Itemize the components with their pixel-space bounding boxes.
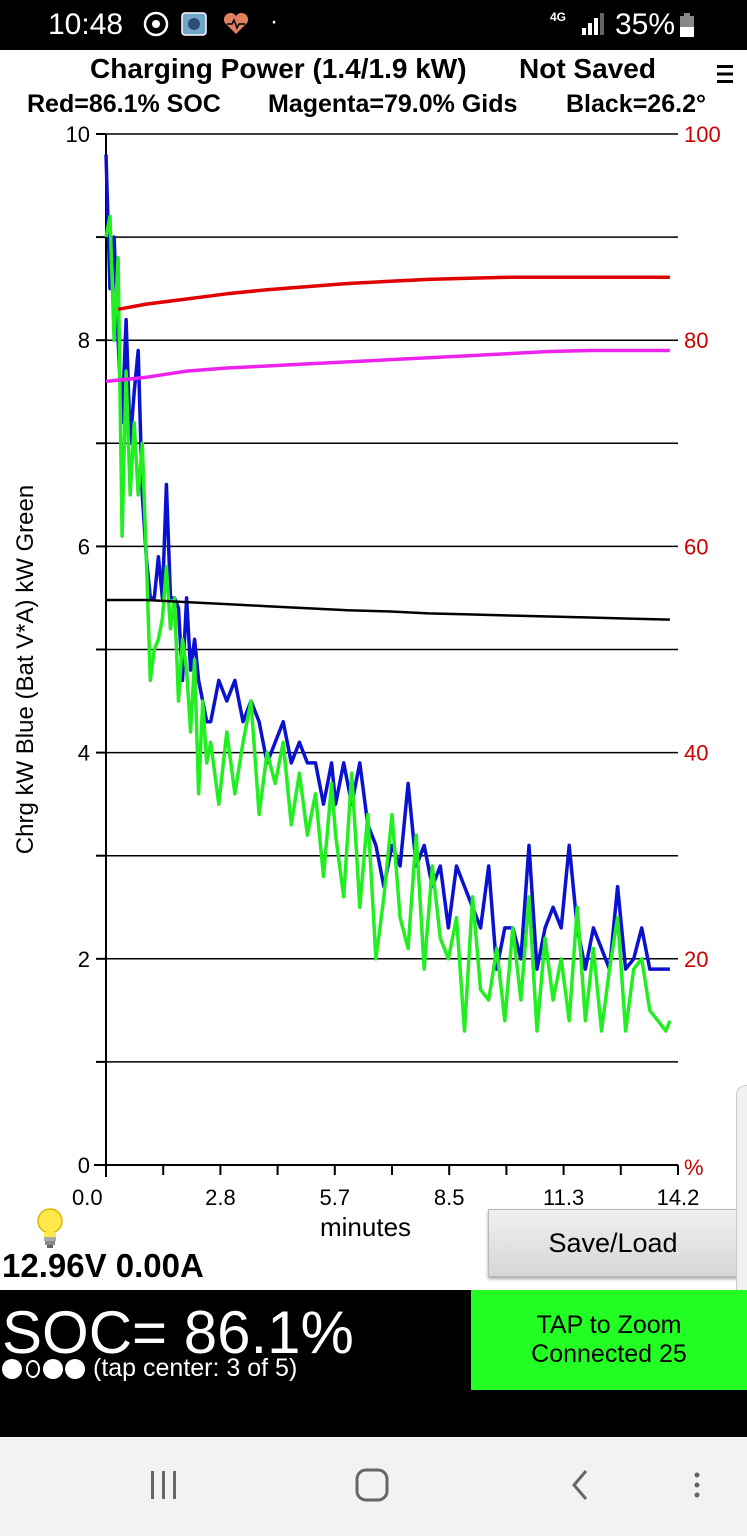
y-right-tick-label: 100 [684, 124, 721, 147]
axis-labels: 0 2 4 6 8 10 20 40 60 80 100% 0.0 2.8 5.7 8.5 11.3 14.2 C… [12, 124, 721, 1210]
dot-hollow [26, 1359, 40, 1378]
x-tick-label: 5.7 [320, 1185, 351, 1210]
legend-black: Black=26.2° [566, 90, 706, 118]
legend-magenta: Magenta=79.0% Gids [268, 90, 518, 118]
save-status: Not Saved [519, 53, 656, 84]
soc-readout: SOC= 86.1% [2, 1299, 354, 1366]
series-line-red [117, 275, 670, 312]
signal-icon [582, 13, 604, 35]
connection-label: Connected 25 [531, 1340, 687, 1368]
y-left-axis-title: Chrg kW Blue (Bat V*A) kW Green [12, 485, 39, 854]
battery-icon [680, 13, 694, 37]
heart-status-icon [223, 12, 249, 34]
notification-dot-icon: · [270, 8, 278, 35]
chart-header: Charging Power (1.4/1.9 kW) Not Saved [0, 53, 747, 91]
save-load-button[interactable]: Save/Load [488, 1209, 738, 1277]
y-left-tick-label: 4 [78, 741, 90, 766]
soc-panel[interactable]: SOC= 86.1% (tap center: 3 of 5) TAP to Z… [0, 1290, 747, 1437]
y-right-tick-label: 80 [684, 328, 708, 353]
voltage-current-readout: 12.96V 0.00A [2, 1247, 204, 1284]
y-left-tick-label: 6 [78, 534, 90, 559]
legend: Red=86.1% SOC Magenta=79.0% Gids Black=2… [0, 90, 747, 124]
recent-apps-icon[interactable] [146, 1467, 182, 1503]
settings-status-icon [143, 11, 169, 37]
chart-title: Charging Power (1.4/1.9 kW) [90, 53, 467, 84]
series-line-black [106, 598, 670, 621]
battery-percent: 35% [615, 8, 676, 41]
y-left-tick-label: 8 [78, 328, 90, 353]
home-icon[interactable] [354, 1467, 390, 1503]
y-left-tick-label: 0 [78, 1153, 90, 1178]
tap-to-zoom-button[interactable]: TAP to Zoom Connected 25 [471, 1290, 747, 1390]
dot-filled [43, 1358, 63, 1379]
series-line-magenta [105, 348, 670, 384]
series-lines [104, 154, 672, 1033]
y-right-tick-label: 20 [684, 947, 708, 972]
y-left-tick-label: 10 [66, 124, 90, 147]
x-tick-label: 8.5 [434, 1185, 465, 1210]
zoom-label: TAP to Zoom [536, 1311, 682, 1339]
x-tick-label: 14.2 [657, 1185, 700, 1210]
status-bar: 10:48 · 4G 35% [0, 0, 747, 50]
grid-lines [106, 133, 678, 1063]
image-status-icon [181, 12, 207, 36]
network-type: 4G [550, 10, 567, 24]
dots-label: (tap center: 3 of 5) [93, 1354, 298, 1382]
x-tick-label: 0.0 [72, 1185, 103, 1210]
y-right-tick-label: 60 [684, 534, 708, 559]
page-dots[interactable]: (tap center: 3 of 5) [2, 1354, 297, 1383]
status-time: 10:48 [48, 8, 124, 41]
axes [94, 133, 679, 1177]
x-axis-title: minutes [320, 1212, 412, 1242]
y-right-tick-label: 40 [684, 741, 708, 766]
navigation-bar [0, 1437, 747, 1536]
charging-chart[interactable]: 0 2 4 6 8 10 20 40 60 80 100% 0.0 2.8 5.7 8.5 11.3 14.2 C… [0, 124, 747, 1214]
lightbulb-icon[interactable] [34, 1206, 66, 1250]
x-tick-label: 11.3 [543, 1185, 584, 1210]
x-tick-label: 2.8 [205, 1185, 236, 1210]
legend-red: Red=86.1% SOC [27, 90, 221, 118]
dot-filled [65, 1358, 85, 1379]
series-line-green [104, 214, 672, 1033]
y-left-tick-label: 2 [78, 947, 90, 972]
y-right-axis-title: % [684, 1155, 704, 1180]
dot-filled [2, 1358, 22, 1379]
back-icon[interactable] [566, 1467, 596, 1503]
more-options-icon[interactable] [690, 1467, 704, 1503]
menu-icon[interactable] [716, 63, 734, 85]
